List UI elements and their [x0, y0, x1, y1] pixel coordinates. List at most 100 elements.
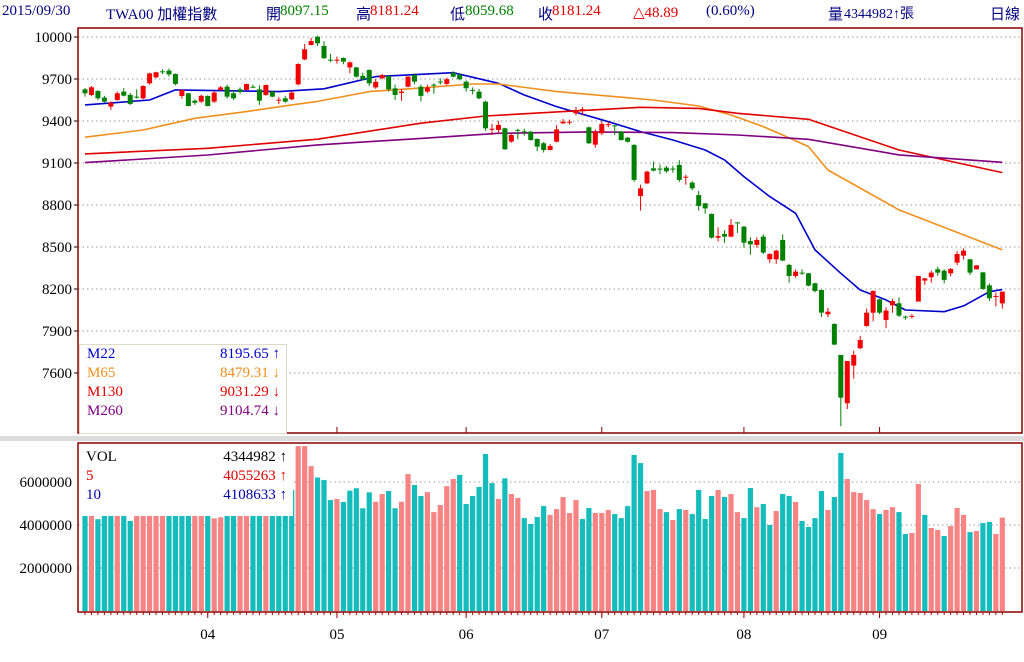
volume-bar [825, 509, 831, 611]
volume-bar [373, 501, 379, 611]
candle-body [198, 95, 204, 102]
volume-bar [134, 514, 140, 611]
legend-vol10: 10 4108633 ↑ [79, 486, 293, 505]
candle-body [282, 98, 288, 102]
volume-bar [108, 514, 114, 611]
volume-bar [896, 512, 902, 611]
candle [612, 125, 618, 135]
candle [276, 97, 282, 105]
candle-body [948, 268, 954, 274]
candle-body [244, 84, 249, 90]
legend-value: 8195.65 ↑ [220, 346, 280, 362]
legend-label: 10 [86, 487, 101, 503]
volume-tick-label: 4000000 [20, 518, 73, 534]
volume-bar [121, 514, 127, 611]
candle [935, 266, 941, 276]
candle-body [450, 72, 456, 77]
candle-body [650, 168, 656, 171]
candle-body [437, 81, 443, 83]
candle-body [980, 272, 986, 289]
candle-body [295, 64, 301, 85]
volume-bar [224, 514, 230, 611]
candle [650, 161, 656, 172]
candle [495, 121, 501, 134]
candle [321, 41, 327, 59]
legend-value: 4055263 ↑ [223, 468, 287, 484]
volume-bar [470, 495, 476, 611]
volume-bar [347, 490, 353, 611]
candle-body [192, 100, 198, 103]
candle [289, 91, 295, 100]
candle [218, 86, 224, 91]
candle [528, 131, 534, 141]
candle [399, 88, 405, 101]
candle [961, 248, 967, 260]
candle-body [127, 94, 133, 104]
candle-body [508, 135, 514, 142]
volume-bar [534, 517, 540, 611]
moving-average-lines [84, 71, 1003, 313]
candle [605, 121, 611, 128]
volume-bar [386, 491, 392, 611]
volume-bar [553, 509, 560, 611]
candle [508, 133, 514, 143]
candle-body [722, 233, 728, 237]
volume-bar [948, 526, 954, 611]
volume-bar [683, 509, 689, 611]
candle [114, 91, 120, 101]
volume-bar [650, 489, 657, 611]
candle [844, 360, 850, 409]
open-label: 開 [266, 7, 282, 23]
volume-bar [476, 486, 482, 611]
candle [308, 37, 314, 46]
candle [592, 129, 598, 148]
period-label[interactable]: 日線 [990, 7, 1021, 23]
candle-body [256, 89, 262, 101]
candle-body [683, 176, 689, 178]
candle [360, 72, 366, 81]
candle-body [586, 127, 592, 144]
high-value: 8181.24 [370, 3, 419, 19]
candle [373, 79, 379, 89]
candle [818, 289, 824, 317]
month-label: 07 [594, 627, 610, 643]
volume-bar [702, 518, 708, 611]
candle [631, 144, 637, 182]
volume-bars [82, 446, 1005, 615]
candle [954, 251, 960, 266]
candle-body [560, 121, 566, 124]
volume-bar [82, 514, 88, 611]
candle [424, 84, 430, 93]
volume-bar [398, 501, 405, 611]
candle-body [218, 87, 224, 90]
open-value: 8097.15 [280, 3, 329, 19]
candle-body [185, 93, 191, 107]
candle-body [857, 339, 863, 349]
volume-bar [709, 495, 715, 611]
volume-bar [205, 514, 211, 611]
candle [515, 128, 521, 140]
candle [993, 292, 999, 307]
volume-bar [864, 500, 870, 611]
price-tick-label: 8500 [42, 240, 72, 256]
volume-bar [140, 514, 146, 611]
candle [728, 219, 734, 238]
candle [560, 118, 566, 124]
volume-bar [276, 514, 282, 611]
candle-body [108, 102, 114, 107]
panel-splitter[interactable] [0, 436, 1024, 441]
candle [890, 298, 895, 313]
volume-bar [767, 525, 773, 611]
candle [941, 269, 947, 284]
volume-bar [883, 509, 889, 611]
ma-line-m130 [84, 106, 1003, 174]
candle-body [870, 290, 876, 313]
volume-bar [457, 474, 463, 611]
volume-bar [915, 483, 921, 611]
legend-value: 9031.29 ↓ [220, 384, 280, 400]
volume-bar [818, 491, 825, 611]
candle [366, 69, 372, 86]
volume-bar [489, 483, 495, 611]
candle-body [922, 278, 928, 281]
